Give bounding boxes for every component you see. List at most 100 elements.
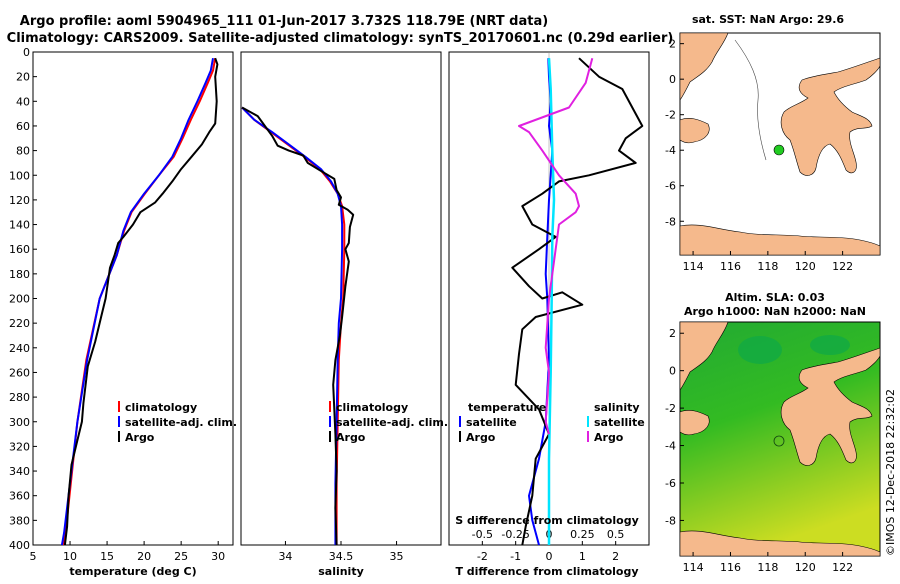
map-lat-label: -8	[665, 215, 676, 228]
x-tick-label: 1	[579, 550, 586, 563]
x-tick-label: 30	[211, 550, 225, 563]
difference-legend: temperature satellite Argo salinity sate…	[459, 401, 645, 444]
depth-tick-label: 360	[9, 490, 30, 503]
depth-tick-label: 400	[9, 539, 30, 552]
map-lat-label: -6	[665, 477, 676, 490]
map-lon-label: 118	[757, 260, 778, 273]
depth-axis: 0 20 40 60 80 100 120 140 160 180 200 220 240 260 280 3…	[9, 46, 37, 552]
depth-tick-label: 140	[9, 219, 30, 232]
depth-tick-label: 20	[16, 71, 30, 84]
borneo-south-land	[679, 410, 710, 436]
figure-title-line2: Climatology: CARS2009. Satellite-adjuste…	[7, 31, 674, 46]
depth-tick-label: 160	[9, 243, 30, 256]
salinity-plot: 34 34.5 35	[241, 106, 404, 563]
depth-tick-label: 240	[9, 342, 30, 355]
map-lat-label: 2	[669, 327, 676, 340]
map-lat-label: 0	[669, 73, 676, 86]
salinity-xlabel: salinity	[318, 565, 364, 578]
legend-satellite-adj: satellite-adj. clim.	[125, 416, 237, 429]
s-diff-tick-label: 0.25	[570, 528, 595, 541]
x-tick-label: 10	[63, 550, 77, 563]
depth-tick-label: 320	[9, 440, 30, 453]
map-lat-label: -2	[665, 109, 676, 122]
depth-tick-label: 80	[16, 145, 30, 158]
x-tick-label: 15	[100, 550, 114, 563]
legend-argo: Argo	[125, 431, 155, 444]
depth-tick-label: 380	[9, 514, 30, 527]
temperature-xlabel: temperature (deg C)	[69, 565, 196, 578]
salinity-legend: climatology satellite-adj. clim. Argo	[329, 401, 448, 444]
legend-climatology: climatology	[125, 401, 197, 414]
sla-map	[679, 321, 881, 557]
s-diff-tick-label: -0.5	[472, 528, 493, 541]
map-lon-label: 118	[757, 561, 778, 574]
sla-map-title2: Argo h1000: NaN h2000: NaN	[684, 305, 866, 318]
depth-tick-label: 220	[9, 317, 30, 330]
t-difference-xlabel: T difference from climatology	[455, 565, 638, 578]
legend-climatology: climatology	[336, 401, 408, 414]
legend-s-argo: Argo	[594, 431, 624, 444]
borneo-north-land	[679, 32, 729, 101]
sla-low-patch	[810, 335, 850, 355]
borneo-north-land	[679, 321, 729, 391]
sla-map-title1: Altim. SLA: 0.03	[725, 291, 825, 304]
series-argo	[63, 57, 219, 546]
map-lon-label: 116	[720, 260, 741, 273]
temperature-plot: 5 10 15 20 25 30	[30, 57, 225, 563]
borneo-south-land	[679, 118, 710, 144]
series-satellite-adj-clim-	[241, 106, 344, 545]
map-lon-label: 120	[795, 260, 816, 273]
depth-tick-label: 340	[9, 465, 30, 478]
series-salinity-argo	[518, 57, 594, 435]
difference-plot: -2 -1 0 1 2-0.5 -0.25 0 0.25 0.5	[472, 52, 644, 563]
map-lat-label: -6	[665, 180, 676, 193]
depth-tick-label: 280	[9, 391, 30, 404]
series-climatology	[62, 58, 217, 546]
x-tick-label: -2	[477, 550, 488, 563]
depth-tick-label: 40	[16, 95, 30, 108]
depth-tick-label: 100	[9, 169, 30, 182]
map-lat-label: -4	[665, 440, 676, 453]
sla-low-patch	[738, 336, 782, 364]
x-tick-label: 20	[137, 550, 151, 563]
series-salinity-satellite	[547, 58, 556, 545]
map-lat-label: -8	[665, 514, 676, 527]
x-tick-label: 34	[278, 550, 292, 563]
map-lon-label: 122	[832, 260, 853, 273]
map-lon-label: 116	[720, 561, 741, 574]
sst-map-ticks: 114 116 118 120 122 2 0 -2 -4 -6 -8	[665, 38, 853, 273]
depth-tick-label: 200	[9, 293, 30, 306]
map-lon-label: 122	[832, 561, 853, 574]
map-lon-label: 114	[683, 561, 704, 574]
depth-tick-label: 0	[23, 46, 30, 59]
depth-tick-label: 120	[9, 194, 30, 207]
x-tick-label: 35	[390, 550, 404, 563]
sulawesi-land	[780, 57, 881, 176]
map-lat-label: -4	[665, 144, 676, 157]
depth-tick-label: 300	[9, 416, 30, 429]
legend-temperature-heading: temperature	[468, 401, 546, 414]
series-satellite-adj-clim-	[60, 58, 214, 546]
legend-s-satellite: satellite	[594, 416, 645, 429]
lesser-sunda-land	[679, 224, 881, 256]
map-lon-label: 114	[683, 260, 704, 273]
legend-t-argo: Argo	[466, 431, 496, 444]
map-lat-label: 0	[669, 365, 676, 378]
series-argo	[241, 106, 355, 546]
sulawesi-land	[780, 347, 881, 466]
temperature-legend: climatology satellite-adj. clim. Argo	[118, 401, 237, 444]
sst-map-title: sat. SST: NaN Argo: 29.6	[692, 13, 844, 26]
watermark: ©IMOS 12-Dec-2018 22:32:02	[884, 389, 897, 556]
argo-float-marker-sst	[773, 144, 785, 156]
legend-t-satellite: satellite	[466, 416, 517, 429]
sla-map-ticks: 114 116 118 120 122 2 0 -2 -4 -6 -8	[665, 327, 853, 574]
map-lon-label: 120	[795, 561, 816, 574]
legend-satellite-adj: satellite-adj. clim.	[336, 416, 448, 429]
x-tick-label: 34.5	[329, 550, 354, 563]
map-lat-label: 2	[669, 38, 676, 51]
x-tick-label: 5	[30, 550, 37, 563]
s-difference-label: S difference from climatology	[455, 514, 639, 527]
legend-argo: Argo	[336, 431, 366, 444]
